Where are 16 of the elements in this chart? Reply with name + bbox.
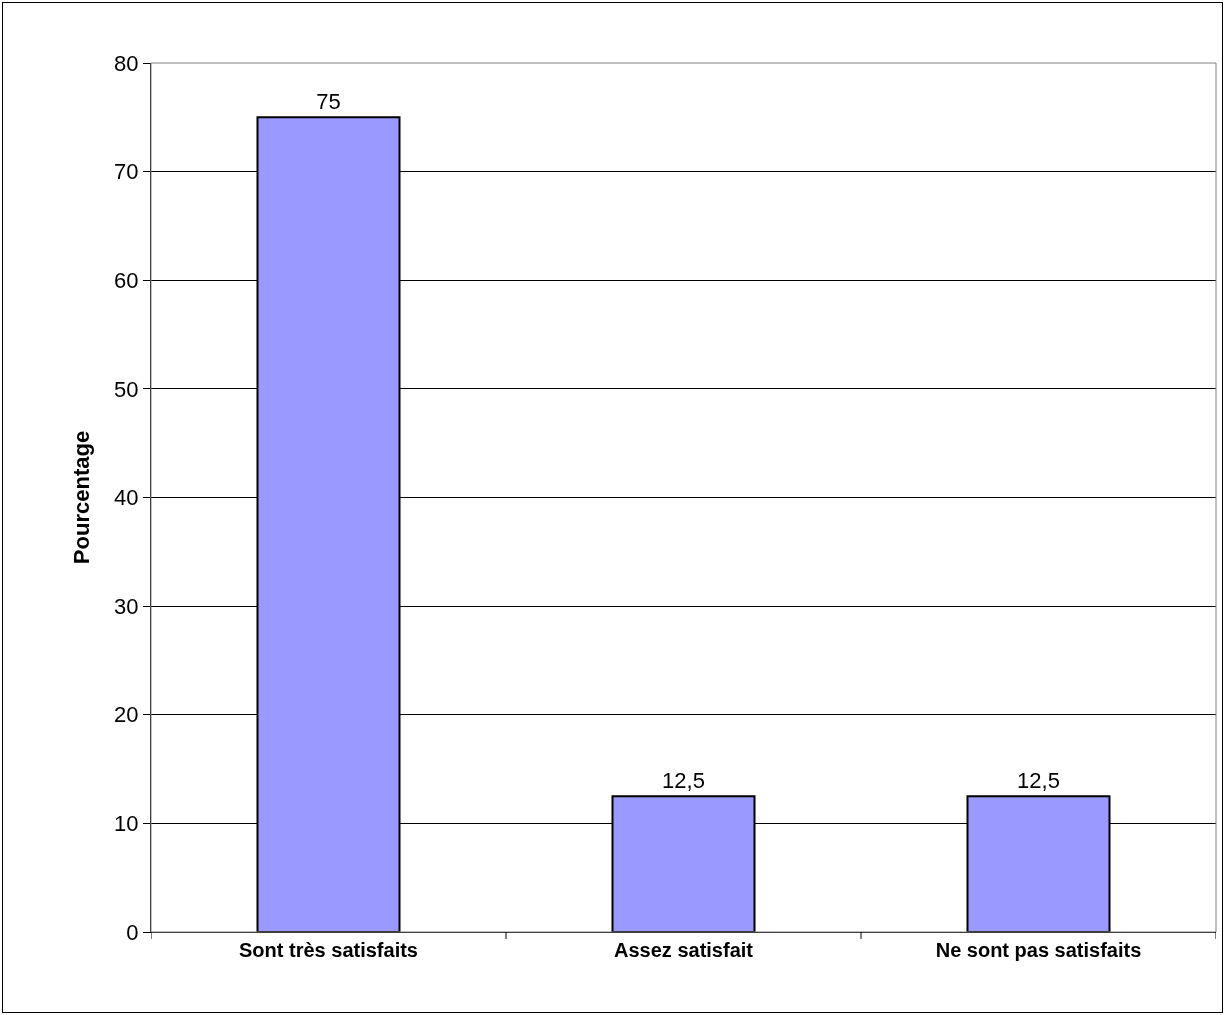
y-tick-label: 10 (114, 811, 139, 837)
data-label: 12,5 (1017, 768, 1060, 794)
y-tick-label: 50 (114, 376, 139, 402)
x-tick-label: Sont très satisfaits (239, 939, 418, 961)
y-tick-label: 0 (126, 919, 139, 945)
x-tick-label: Ne sont pas satisfaits (935, 939, 1142, 961)
y-tick-label: 20 (114, 702, 139, 728)
y-tick-label: 60 (114, 267, 139, 293)
y-tick-label: 70 (114, 159, 139, 185)
y-tick-label: 30 (114, 593, 139, 619)
x-tick-label: Assez satisfait (614, 939, 754, 961)
y-axis-title: Pourcentage (68, 430, 94, 565)
y-tick-label: 80 (114, 50, 139, 76)
data-label: 75 (316, 89, 341, 115)
y-tick-label: 40 (114, 485, 139, 511)
data-label: 12,5 (662, 768, 705, 794)
